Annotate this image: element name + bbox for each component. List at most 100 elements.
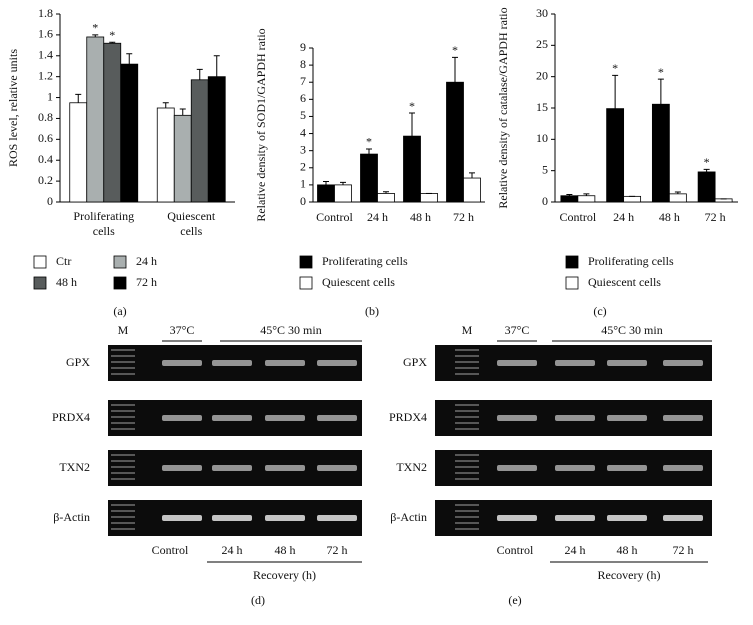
treatment-header: 45°C 30 min — [601, 323, 662, 337]
error-bar — [126, 53, 133, 65]
panel-label: (c) — [593, 304, 606, 318]
x-tick-label-line: cells — [180, 224, 202, 238]
gel-band — [607, 515, 647, 521]
y-axis-label: Relative density of catalase/GAPDH ratio — [496, 7, 510, 208]
ladder-band — [455, 355, 479, 357]
y-tick-label: 8 — [300, 57, 306, 71]
panel-label: (e) — [508, 593, 521, 607]
y-tick-label: 30 — [536, 6, 548, 20]
error-bar — [383, 191, 389, 194]
gel-band — [317, 415, 357, 421]
ladder-band — [111, 428, 135, 430]
lane-label: 72 h — [673, 543, 694, 557]
ladder-band — [111, 422, 135, 424]
ladder-band — [455, 428, 479, 430]
ladder-band — [111, 478, 135, 480]
legend-swatch — [113, 276, 127, 290]
significance-marker: * — [704, 155, 710, 169]
panel-label: (b) — [365, 304, 379, 318]
ladder-band — [111, 460, 135, 462]
ladder-band — [111, 367, 135, 369]
ladder-band — [111, 410, 135, 412]
bar — [577, 195, 596, 203]
bar — [103, 42, 122, 203]
gel-band — [162, 465, 202, 471]
error-bar — [92, 34, 99, 37]
ladder-band — [455, 454, 479, 456]
x-tick-label: 72 h — [705, 210, 726, 224]
ladder-band — [455, 410, 479, 412]
y-tick-label: 1 — [47, 89, 53, 103]
gel-band — [607, 465, 647, 471]
lane-label: Control — [497, 543, 534, 557]
y-tick-label: 2 — [300, 160, 306, 174]
x-tick-label-line: Quiescent — [167, 209, 216, 223]
y-tick-label: 0.4 — [38, 152, 53, 166]
ladder-band — [111, 355, 135, 357]
y-tick-label: 15 — [536, 100, 548, 114]
legend-label: Proliferating cells — [588, 254, 674, 268]
ladder-band — [455, 367, 479, 369]
gel-band — [212, 415, 252, 421]
y-tick-label: 9 — [300, 40, 306, 54]
bar — [463, 177, 481, 203]
ladder-band — [455, 404, 479, 406]
bar — [120, 63, 139, 203]
bar — [668, 193, 687, 203]
ladder-band — [455, 478, 479, 480]
error-bar — [213, 55, 220, 77]
lane-label: Control — [152, 543, 189, 557]
control-header: 37°C — [505, 323, 530, 337]
ladder-band — [455, 510, 479, 512]
y-tick-label: 4 — [300, 125, 306, 139]
bar — [156, 107, 175, 203]
significance-marker: * — [452, 43, 458, 57]
x-tick-label: 24 h — [613, 210, 634, 224]
recovery-label: Recovery (h) — [598, 568, 661, 582]
bar — [69, 102, 88, 203]
ladder-band — [111, 516, 135, 518]
y-axis-label: Relative density of SOD1/GAPDH ratio — [254, 28, 268, 221]
y-axis-label: ROS level, relative units — [6, 49, 20, 167]
error-bar — [179, 108, 186, 116]
bar — [86, 36, 105, 203]
gel-band — [317, 360, 357, 366]
y-tick-label: 1.6 — [38, 27, 53, 41]
legend-label: Proliferating cells — [322, 254, 408, 268]
ladder-band — [111, 349, 135, 351]
ladder-band — [455, 416, 479, 418]
gel-row-label: β-Actin — [53, 510, 90, 524]
gel-band — [212, 515, 252, 521]
ladder-band — [111, 466, 135, 468]
ladder-band — [111, 454, 135, 456]
error-bar — [162, 102, 169, 108]
bar — [317, 184, 335, 203]
error-bar — [323, 180, 329, 185]
gel-band — [663, 515, 703, 521]
legend-swatch — [299, 255, 313, 269]
gel-row-label: β-Actin — [390, 510, 427, 524]
bar — [190, 79, 209, 203]
gel-band — [555, 360, 595, 366]
gel-band — [607, 415, 647, 421]
lane-label: 24 h — [222, 543, 243, 557]
error-bar — [196, 68, 203, 80]
gel-band — [317, 515, 357, 521]
significance-marker: * — [658, 65, 664, 79]
ladder-band — [455, 361, 479, 363]
x-tick-label: 48 h — [410, 210, 431, 224]
ladder-band — [455, 504, 479, 506]
bar — [697, 171, 716, 203]
ladder-band — [455, 422, 479, 424]
lane-label: 72 h — [327, 543, 348, 557]
bar — [334, 184, 352, 203]
gel-band — [162, 515, 202, 521]
ladder-band — [455, 516, 479, 518]
significance-marker: * — [409, 99, 415, 113]
ladder-band — [111, 404, 135, 406]
error-bar — [75, 93, 82, 103]
gel-row-label: TXN2 — [59, 460, 90, 474]
gel-band — [162, 415, 202, 421]
ladder-band — [455, 472, 479, 474]
gel-band — [663, 465, 703, 471]
